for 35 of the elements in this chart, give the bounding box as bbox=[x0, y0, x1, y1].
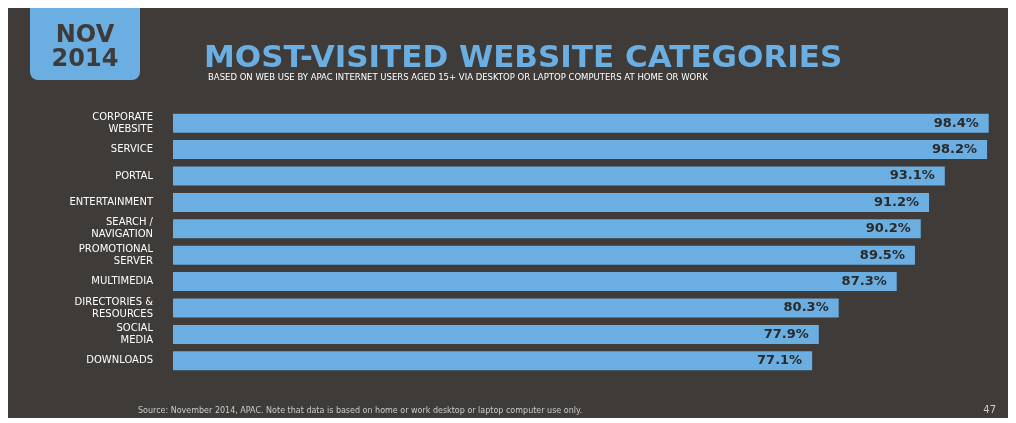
data-label: 77.9% bbox=[763, 325, 809, 341]
y-tick-label: MULTIMEDIA bbox=[91, 275, 154, 287]
y-tick-label: PORTAL bbox=[115, 169, 154, 181]
bar bbox=[173, 166, 945, 186]
data-label: 80.3% bbox=[783, 299, 829, 315]
bar bbox=[173, 324, 819, 344]
chart-subtitle: BASED ON WEB USE BY APAC INTERNET USERS AGED 15+ VIA DESKTOP OR LAPTOP COMPUTERS AT HOME OR WORK bbox=[208, 72, 708, 82]
bar bbox=[173, 219, 921, 239]
data-label: 91.2% bbox=[873, 193, 920, 209]
source-note: Source: November 2014, APAC. Note that data is based on home or work desktop or laptop computer use only. bbox=[138, 406, 583, 415]
y-tick-label: ENTERTAINMENT bbox=[69, 195, 154, 207]
data-label: 87.3% bbox=[841, 272, 887, 288]
text: 47 bbox=[983, 404, 996, 415]
bar bbox=[173, 298, 839, 318]
data-label: 98.4% bbox=[933, 114, 979, 130]
y-tick-label: SERVICE bbox=[110, 143, 153, 155]
y-tick-label: DIRECTORIES & RESOURCES bbox=[74, 295, 154, 319]
data-label: 89.5% bbox=[859, 246, 905, 262]
y-tick-label: PROMOTIONAL SERVER bbox=[78, 242, 154, 266]
y-tick-label: CORPORATE WEBSITE bbox=[92, 110, 153, 134]
bar bbox=[173, 140, 988, 160]
bar bbox=[173, 113, 989, 133]
bar bbox=[173, 272, 897, 292]
y-tick-label: DOWNLOADS bbox=[86, 354, 153, 366]
bar bbox=[173, 245, 915, 265]
data-label: 93.1% bbox=[889, 167, 935, 183]
bar bbox=[173, 192, 930, 212]
data-label: 77.1% bbox=[757, 352, 803, 368]
data-label: 98.2% bbox=[931, 140, 978, 156]
y-tick-label: SEARCH / NAVIGATION bbox=[91, 216, 154, 240]
data-label: 90.2% bbox=[865, 220, 911, 236]
text: NOV 2014 bbox=[30, 8, 140, 80]
chart-title: MOST-VISITED WEBSITE CATEGORIES bbox=[204, 38, 843, 74]
bar bbox=[173, 351, 813, 371]
y-tick-label: SOCIAL MEDIA bbox=[116, 321, 154, 345]
